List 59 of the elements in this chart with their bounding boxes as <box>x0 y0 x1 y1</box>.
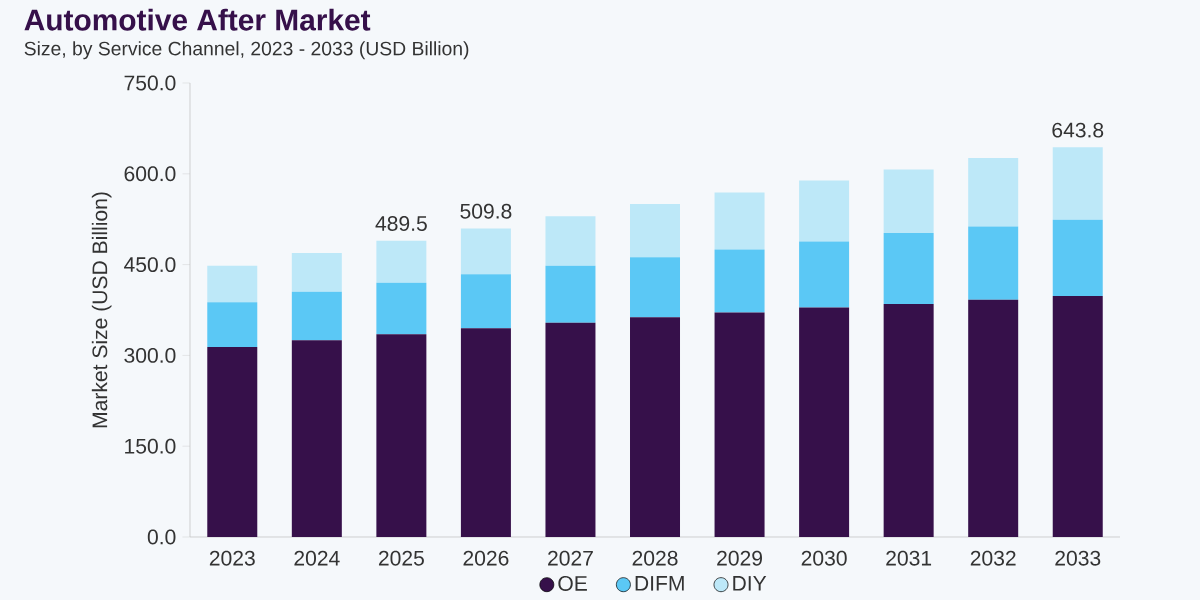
bar <box>1052 147 1103 220</box>
total-label: 509.8 <box>460 203 512 219</box>
x-tick-label: 2027 <box>548 550 593 566</box>
x-tick-label: 2033 <box>1055 550 1101 566</box>
bar <box>460 274 511 329</box>
y-tick-label: 450.0 <box>124 257 176 273</box>
x-tick-label: 2032 <box>970 550 1016 566</box>
y-tick-label: 600.0 <box>124 166 176 182</box>
x-tick-label: 2024 <box>294 550 340 566</box>
bar <box>545 322 596 537</box>
x-tick-label: 2031 <box>886 550 932 566</box>
bar <box>968 299 1019 537</box>
bar <box>883 233 934 304</box>
legend-label: DIFM <box>635 576 684 591</box>
bar <box>545 265 596 323</box>
bar <box>714 192 765 250</box>
bar <box>207 302 258 347</box>
bar <box>883 169 934 234</box>
x-tick-label: 2028 <box>632 550 678 566</box>
bar <box>376 334 427 537</box>
bar <box>714 312 765 537</box>
bar <box>207 265 258 303</box>
bar <box>376 240 427 283</box>
legend-label: DIY <box>733 576 767 591</box>
bar <box>968 226 1019 300</box>
bar <box>376 282 427 335</box>
bar <box>799 307 850 537</box>
y-axis-title: Market Size (USD Billion) <box>91 192 112 428</box>
bar <box>799 241 850 308</box>
bar <box>545 216 596 266</box>
bar <box>630 257 681 318</box>
y-tick-label: 150.0 <box>125 438 176 454</box>
legend-label: OE <box>558 576 587 591</box>
bar <box>460 328 511 537</box>
x-tick-label: 2023 <box>209 550 255 566</box>
x-tick-label: 2029 <box>717 550 762 566</box>
bar <box>460 228 511 275</box>
bar <box>207 346 258 537</box>
bar <box>291 253 342 292</box>
bar <box>799 180 850 242</box>
chart-subtitle: Size, by Service Channel, 2023 - 2033 (USD Billion) <box>24 41 469 60</box>
y-tick-label: 750.0 <box>124 75 176 91</box>
bar <box>291 340 342 537</box>
x-tick-label: 2030 <box>801 550 847 566</box>
bar <box>630 317 681 537</box>
bar <box>291 291 342 341</box>
bar <box>1052 219 1103 297</box>
y-tick-label: 0.0 <box>147 529 176 545</box>
bar <box>1052 296 1103 537</box>
chart-title: Automotive After Market <box>24 8 371 31</box>
bar <box>714 249 765 313</box>
bar <box>630 204 681 258</box>
x-tick-label: 2025 <box>378 550 424 566</box>
y-tick-label: 300.0 <box>124 347 176 363</box>
x-tick-label: 2026 <box>463 550 509 566</box>
total-label: 643.8 <box>1052 122 1104 138</box>
bar <box>883 303 934 537</box>
bar <box>968 158 1019 227</box>
total-label: 489.5 <box>375 216 427 231</box>
